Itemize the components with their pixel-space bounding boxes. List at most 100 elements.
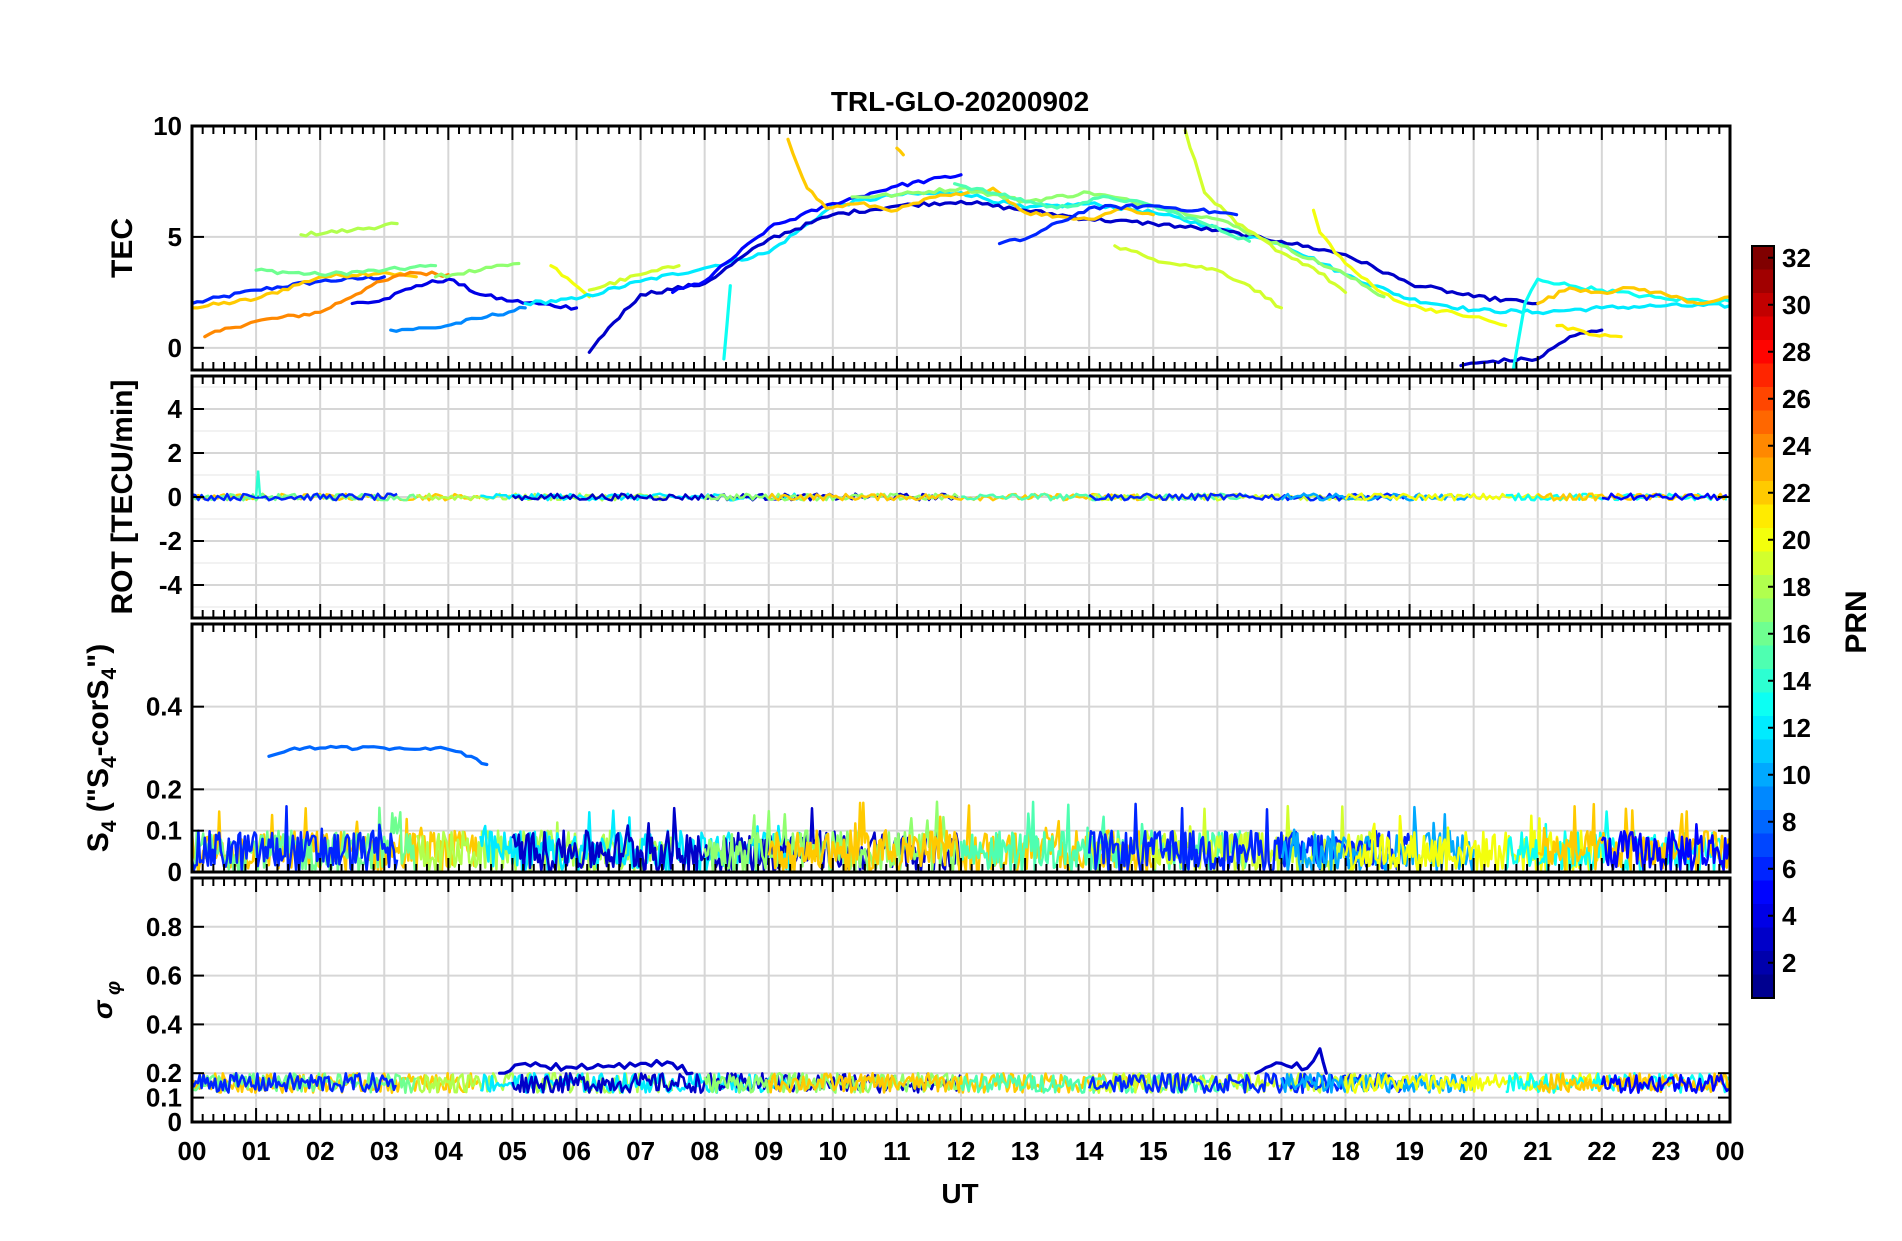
colorbar-tick-label: 12 — [1782, 713, 1811, 743]
x-tick-label: 00 — [178, 1136, 207, 1166]
x-tick-label: 14 — [1075, 1136, 1104, 1166]
colorbar-segment — [1752, 316, 1774, 341]
x-tick-label: 03 — [370, 1136, 399, 1166]
y-tick-label: 0.8 — [146, 912, 182, 942]
colorbar-label: PRN — [1840, 590, 1873, 653]
series-prn-6 — [192, 275, 386, 306]
colorbar-segment — [1752, 927, 1774, 952]
y-tick-label: 0.2 — [146, 1058, 182, 1088]
colorbar-segment — [1752, 481, 1774, 506]
panel-s4: 00.10.20.4S4 ("S4-corS4") — [82, 622, 1732, 887]
series-prn-22 — [192, 270, 418, 310]
data-layer — [192, 1047, 1730, 1094]
x-tick-label: 12 — [947, 1136, 976, 1166]
colorbar-segment — [1752, 622, 1774, 647]
noise-trace-prn17 — [703, 1071, 962, 1094]
colorbar-segment — [1752, 246, 1774, 271]
y-tick-label: 0.6 — [146, 961, 182, 991]
series-prn-19b — [1113, 244, 1283, 310]
x-tick-label: 11 — [883, 1136, 911, 1166]
series-prn-20 — [549, 264, 591, 299]
y-tick-label: 0.2 — [146, 774, 182, 804]
x-ticks — [191, 376, 1731, 618]
colorbar-segment — [1752, 833, 1774, 858]
colorbar-segment — [1752, 716, 1774, 741]
rot-spike — [254, 470, 262, 498]
colorbar-tick-label: 32 — [1782, 243, 1811, 273]
noise-trace-prn6 — [192, 492, 398, 502]
series-prn-9 — [389, 305, 527, 333]
series-prn-17 — [433, 261, 521, 279]
colorbar-segment — [1752, 739, 1774, 764]
colorbar-tick-label: 24 — [1782, 431, 1811, 461]
colorbar-frame — [1751, 245, 1775, 999]
colorbar-tick-label: 2 — [1782, 948, 1796, 978]
y-tick-label: 5 — [168, 222, 182, 252]
y-label-part: ("S — [82, 768, 115, 821]
series-prn-13 — [722, 284, 732, 361]
panel-rot: -4 -2 0 2 4 ROT [TECU/min] — [106, 374, 1732, 620]
colorbar-segment — [1752, 645, 1774, 670]
y-label-sigma: σ — [87, 999, 118, 1019]
colorbar-tick-label: 14 — [1782, 666, 1811, 696]
y-label-part: ") — [82, 644, 115, 668]
colorbar-tick-label: 30 — [1782, 290, 1811, 320]
colorbar-segment — [1752, 692, 1774, 717]
data-layer — [192, 128, 1730, 370]
y-tick-label: 0 — [168, 1107, 182, 1137]
series-prn-4 — [350, 277, 579, 311]
colorbar-segment — [1752, 880, 1774, 905]
colorbar-segment — [1752, 269, 1774, 294]
series-prn-20b — [1311, 208, 1508, 328]
colorbar-tick-label: 18 — [1782, 572, 1811, 602]
noise-trace-prn6 — [1088, 492, 1408, 502]
y-label-part: 4 — [98, 820, 121, 832]
y-tick-label: 0 — [168, 333, 182, 363]
colorbar-segment — [1752, 598, 1774, 623]
y-tick-label: 0 — [168, 857, 182, 887]
colorbar-tick-label: 26 — [1782, 384, 1811, 414]
colorbar-tick-label: 8 — [1782, 807, 1796, 837]
x-tick-label: 23 — [1651, 1136, 1680, 1166]
series-prn-24 — [203, 270, 450, 339]
x-tick-label: 00 — [1716, 1136, 1745, 1166]
colorbar-segment — [1752, 763, 1774, 788]
colorbar-segment — [1752, 786, 1774, 811]
chart-title: TRL-GLO-20200902 — [831, 86, 1089, 117]
x-ticks — [191, 878, 1731, 1122]
x-tick-label: 22 — [1587, 1136, 1616, 1166]
x-tick-label: 07 — [626, 1136, 655, 1166]
colorbar-tick-label: 28 — [1782, 337, 1811, 367]
colorbar-segment — [1752, 528, 1774, 553]
y-tick-label: 0.4 — [146, 1009, 183, 1039]
colorbar-segment — [1752, 293, 1774, 318]
x-tick-label: 02 — [306, 1136, 335, 1166]
colorbar-segment — [1752, 575, 1774, 600]
series-prn-22b — [895, 146, 905, 157]
series-prn-6b — [997, 203, 1239, 246]
colorbar-tick-label: 20 — [1782, 525, 1811, 555]
colorbar-segment — [1752, 457, 1774, 482]
x-tick-labels: 00 01 02 03 04 05 06 07 08 09 10 11 12 13 14 15 16 17 18 19… — [178, 1136, 1745, 1166]
series-prn-13b — [1511, 277, 1730, 370]
x-tick-label: 18 — [1331, 1136, 1360, 1166]
series-prn-22c — [1536, 286, 1730, 306]
noise-trace-prn20 — [1344, 1071, 1603, 1094]
x-tick-label: 01 — [242, 1136, 271, 1166]
noise-trace-prn6 — [192, 804, 399, 872]
y-label-part: S — [82, 832, 115, 852]
colorbar-segment — [1752, 551, 1774, 576]
colorbar-segment — [1752, 951, 1774, 976]
noise-trace-prn6 — [192, 1071, 397, 1094]
colorbar-segment — [1752, 387, 1774, 412]
y-label-part: -corS — [82, 680, 115, 757]
colorbar-segment — [1752, 669, 1774, 694]
noise-trace-prn17 — [703, 492, 959, 502]
y-tick-label: 10 — [153, 111, 182, 141]
colorbar-tick-label: 10 — [1782, 760, 1811, 790]
colorbar-tick-label: 6 — [1782, 854, 1796, 884]
y-tick-label: 0.1 — [146, 816, 182, 846]
data-layer — [192, 470, 1728, 502]
x-tick-label: 08 — [690, 1136, 719, 1166]
